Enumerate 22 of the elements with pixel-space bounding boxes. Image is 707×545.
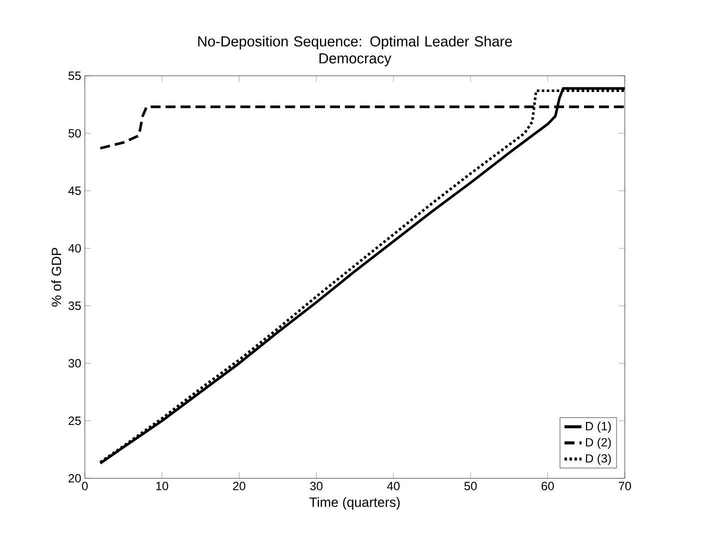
x-tick-label: 40 (387, 482, 400, 490)
x-tick-label: 20 (233, 482, 246, 490)
legend-label: D (2) (586, 438, 611, 449)
y-tick-label: 20 (68, 474, 81, 483)
y-tick-label: 45 (68, 186, 81, 195)
y-tick-label: 35 (68, 302, 81, 310)
y-axis-title: % of GDP (51, 248, 62, 306)
y-tick-label: 50 (68, 129, 81, 138)
x-axis-title: Time (quarters) (309, 497, 400, 510)
legend-label: D (3) (586, 454, 611, 466)
y-tick-label: 40 (68, 244, 81, 253)
x-tick-label: 30 (310, 482, 322, 490)
x-tick-label: 60 (542, 482, 554, 490)
chart-title: No-Deposition Sequence: Optimal Leader Share Democracy (198, 36, 512, 66)
y-tick-label: 25 (68, 416, 81, 426)
x-tick-label: 10 (156, 482, 168, 490)
y-tick-label: 55 (68, 72, 81, 80)
x-tick-label: 70 (618, 482, 632, 490)
x-tick-label: 0 (82, 482, 88, 490)
legend-label: D (1) (586, 422, 611, 433)
x-tick-label: 50 (464, 482, 477, 490)
y-tick-label: 30 (68, 359, 81, 368)
